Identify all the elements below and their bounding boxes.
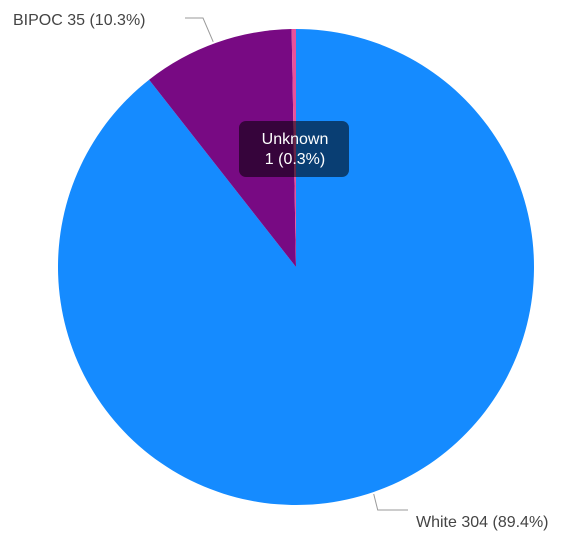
- hover-tooltip: Unknown 1 (0.3%): [239, 121, 349, 177]
- pie-slice-white[interactable]: [57, 29, 534, 505]
- leader-lines: [185, 17, 408, 511]
- leader-line-white: [373, 493, 408, 511]
- tooltip-box: [239, 121, 349, 177]
- pie-slices: [57, 29, 534, 505]
- tooltip-value: 1 (0.3%): [265, 151, 325, 168]
- leader-line-bipoc: [185, 17, 214, 42]
- slice-label-white: White 304 (89.4%): [416, 514, 549, 531]
- pie-slice-bipoc[interactable]: [149, 29, 296, 268]
- slice-label-bipoc: BIPOC 35 (10.3%): [13, 12, 146, 29]
- slice-labels: BIPOC 35 (10.3%) White 304 (89.4%): [13, 12, 549, 531]
- tooltip-category: Unknown: [262, 131, 329, 148]
